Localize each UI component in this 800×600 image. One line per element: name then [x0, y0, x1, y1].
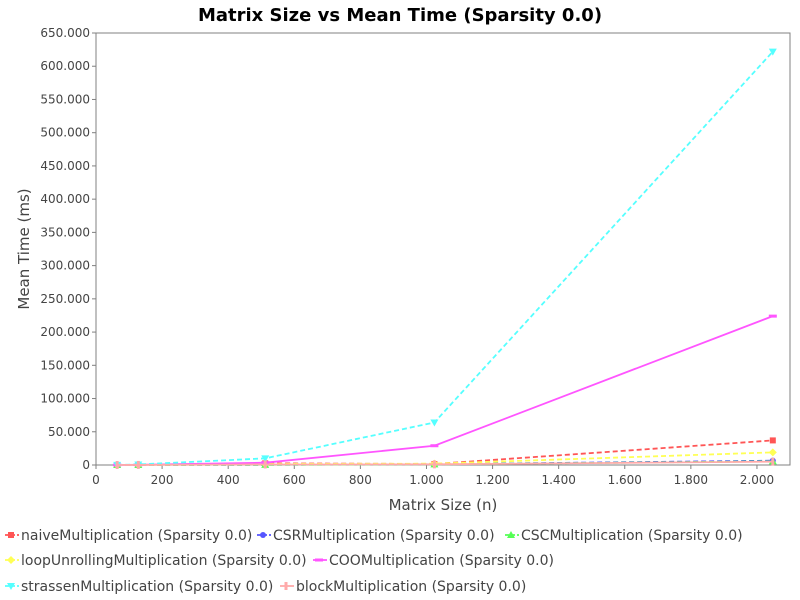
x-tick-label: 800: [349, 473, 372, 487]
y-tick-label: 200.000: [40, 325, 90, 339]
data-point: [768, 48, 777, 56]
y-tick-label: 650.000: [40, 26, 90, 40]
x-tick-label: 1.800: [674, 473, 708, 487]
legend-item: blockMultiplication (Sparsity 0.0): [280, 579, 526, 595]
y-tick-label: 300.000: [40, 259, 90, 273]
legend-label: COOMultiplication (Sparsity 0.0): [329, 553, 554, 569]
x-tick-label: 0: [92, 473, 100, 487]
data-point: [432, 460, 436, 469]
x-tick-label: 2.000: [740, 473, 774, 487]
legend-marker: [507, 531, 515, 538]
data-point: [430, 444, 439, 448]
x-axis: 0 200 400 600 800 1.000 1.200 1.400 1.600 1.800 2.…: [92, 465, 774, 487]
x-tick-label: 400: [217, 473, 240, 487]
y-axis-label: Mean Time (ms): [15, 188, 33, 309]
legend-label: CSCMultiplication (Sparsity 0.0): [521, 528, 743, 544]
data-point: [771, 457, 775, 466]
data-point: [263, 460, 267, 469]
x-tick-label: 1.200: [475, 473, 509, 487]
data-point: [261, 455, 270, 463]
legend-label: naiveMultiplication (Sparsity 0.0): [21, 528, 252, 544]
legend-item: naiveMultiplication (Sparsity 0.0): [5, 528, 252, 544]
x-tick-label: 200: [151, 473, 174, 487]
legend-marker: [260, 532, 266, 538]
legend-item: CSRMultiplication (Sparsity 0.0): [257, 528, 495, 544]
x-tick-label: 600: [283, 473, 306, 487]
legend-label: loopUnrollingMultiplication (Sparsity 0.…: [21, 553, 307, 569]
legend-item: COOMultiplication (Sparsity 0.0): [313, 553, 554, 569]
x-axis-label: Matrix Size (n): [389, 496, 498, 514]
legend-item: CSCMultiplication (Sparsity 0.0): [505, 528, 743, 544]
y-axis: 0 50.000 100.000 150.000 200.000 250.000 300.0…: [40, 26, 96, 472]
data-point: [768, 314, 777, 318]
y-tick-label: 100.000: [40, 392, 90, 406]
y-tick-label: 600.000: [40, 59, 90, 73]
x-tick-label: 1.000: [409, 473, 443, 487]
plot-area: [95, 32, 791, 466]
legend-marker: [7, 583, 15, 590]
data-point: [430, 419, 439, 427]
series-layer: [113, 48, 777, 469]
legend-marker: [7, 556, 15, 564]
legend: naiveMultiplication (Sparsity 0.0) CSRMul…: [5, 528, 743, 595]
chart-title: Matrix Size vs Mean Time (Sparsity 0.0): [198, 5, 602, 26]
y-tick-label: 550.000: [40, 92, 90, 106]
series-6: [115, 457, 775, 469]
y-tick-label: 250.000: [40, 292, 90, 306]
legend-item: loopUnrollingMultiplication (Sparsity 0.…: [5, 553, 307, 569]
legend-label: blockMultiplication (Sparsity 0.0): [296, 579, 526, 595]
legend-marker: [8, 532, 14, 538]
y-tick-label: 350.000: [40, 225, 90, 239]
data-point: [769, 437, 776, 444]
y-tick-label: 0: [82, 458, 90, 472]
data-point: [136, 460, 140, 469]
y-tick-label: 450.000: [40, 159, 90, 173]
x-tick-label: 1.600: [608, 473, 642, 487]
legend-label: strassenMultiplication (Sparsity 0.0): [21, 579, 273, 595]
y-tick-label: 400.000: [40, 192, 90, 206]
legend-item: strassenMultiplication (Sparsity 0.0): [5, 579, 273, 595]
y-tick-label: 50.000: [48, 425, 90, 439]
legend-marker: [315, 558, 323, 562]
data-point: [768, 448, 777, 457]
y-tick-label: 150.000: [40, 358, 90, 372]
legend-label: CSRMultiplication (Sparsity 0.0): [273, 528, 495, 544]
data-point: [115, 460, 119, 469]
x-tick-label: 1.400: [541, 473, 575, 487]
y-tick-label: 500.000: [40, 126, 90, 140]
legend-marker: [284, 582, 288, 590]
